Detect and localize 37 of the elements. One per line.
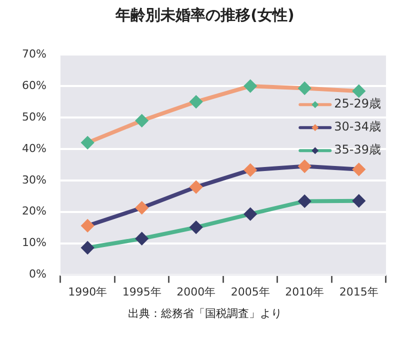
y-tick-label: 30% bbox=[22, 173, 46, 186]
point bbox=[136, 202, 148, 214]
legend-label: 35-39歳 bbox=[334, 142, 382, 157]
point bbox=[298, 160, 311, 172]
y-tick-label: 60% bbox=[22, 78, 46, 92]
point bbox=[82, 242, 94, 254]
x-tick-label: 1990年 bbox=[68, 285, 108, 298]
point bbox=[190, 96, 202, 108]
x-tick-label: 2010年 bbox=[285, 285, 324, 298]
point bbox=[136, 232, 148, 245]
point bbox=[136, 114, 148, 127]
legend-label: 30-34歳 bbox=[334, 120, 382, 134]
point bbox=[82, 136, 94, 149]
point bbox=[352, 163, 365, 176]
point bbox=[298, 82, 311, 94]
source-note: 出典：総務省「国税調査」より bbox=[127, 306, 283, 321]
y-tick-label: 70% bbox=[22, 47, 46, 60]
point bbox=[352, 194, 365, 207]
legend-label: 25-29歳 bbox=[334, 96, 382, 111]
point bbox=[244, 80, 256, 92]
point bbox=[190, 181, 202, 194]
y-tick-label: 50% bbox=[22, 110, 46, 124]
point bbox=[244, 208, 256, 220]
x-tick-label: 2015年 bbox=[339, 285, 378, 298]
x-tick-label: 1995年 bbox=[122, 285, 162, 298]
point bbox=[298, 195, 311, 208]
y-tick-label: 0% bbox=[28, 268, 46, 281]
y-tick-label: 10% bbox=[22, 236, 46, 250]
point bbox=[190, 221, 202, 234]
chart-title: 年齢別未婚率の推移(女性) bbox=[114, 6, 296, 25]
x-tick-label: 2000年 bbox=[176, 285, 216, 298]
point bbox=[82, 220, 94, 232]
point bbox=[244, 164, 256, 176]
y-tick-label: 40% bbox=[22, 142, 46, 155]
y-tick-label: 20% bbox=[22, 204, 46, 218]
x-tick-label: 2005年 bbox=[230, 285, 270, 298]
point bbox=[352, 85, 365, 98]
